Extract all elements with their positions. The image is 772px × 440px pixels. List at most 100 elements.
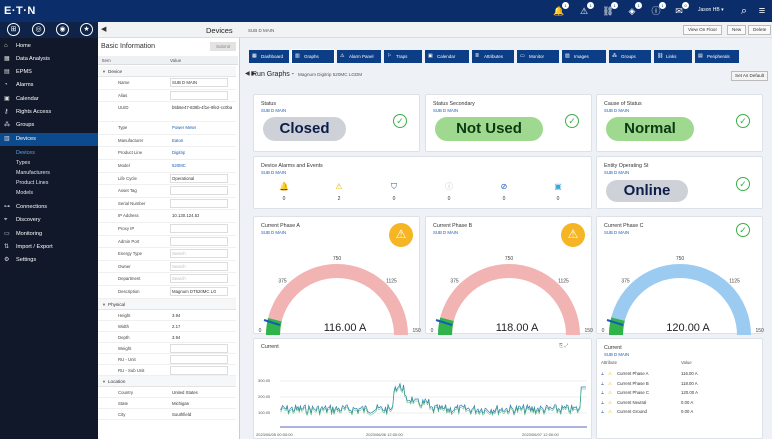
- menu-icon[interactable]: ≡: [758, 5, 766, 17]
- tab-monitor[interactable]: ▭ Monitor: [517, 50, 559, 63]
- value-field[interactable]: [170, 274, 228, 284]
- warning-icon: ⚠: [608, 409, 612, 414]
- value-field[interactable]: [170, 90, 228, 100]
- link-icon[interactable]: ⛓ 1: [601, 2, 618, 18]
- nav-connections[interactable]: ⊶ Connections: [0, 201, 98, 214]
- gauge-needle: [435, 319, 453, 326]
- info-icon[interactable]: ⓘ 1: [649, 2, 666, 18]
- tab-groups[interactable]: ⁂ Groups: [609, 50, 651, 63]
- attribute-row[interactable]: ⟂ ⚠ Current Phase C 120.00 A: [597, 388, 757, 397]
- apps-icon[interactable]: ⊞: [7, 23, 20, 36]
- view-on-floor-button[interactable]: View On Floor: [683, 25, 723, 35]
- dashboard-icon[interactable]: ◉: [56, 23, 69, 36]
- nav-data-analysis[interactable]: ▦ Data Analysis: [0, 53, 98, 66]
- submit-button[interactable]: Submit: [210, 42, 236, 51]
- value-field[interactable]: [170, 261, 228, 271]
- warning-icon[interactable]: ⚠ 1: [577, 2, 594, 18]
- gauge-needle: [263, 319, 281, 326]
- nav-import-export[interactable]: ⇅ Import / Export: [0, 241, 98, 254]
- value-field[interactable]: [170, 198, 228, 208]
- critical-alarm[interactable]: 🔔 0: [274, 182, 294, 202]
- subnav-manufacturers[interactable]: Manufacturers: [16, 170, 50, 176]
- col-value: Value: [170, 58, 182, 63]
- subnav-product-lines[interactable]: Product Lines: [16, 180, 49, 186]
- new-button[interactable]: New: [727, 25, 747, 35]
- nav-discovery[interactable]: ⌖ Discovery: [0, 214, 98, 227]
- set-as-default-button[interactable]: Set As Default: [731, 71, 769, 81]
- mail-icon[interactable]: ✉ 0: [672, 2, 689, 18]
- attribute-row[interactable]: ⟂ ⚠ Current Phase A 116.00 A: [597, 369, 757, 378]
- globe-icon[interactable]: ◎: [32, 23, 45, 36]
- search-icon[interactable]: ⌕: [740, 5, 748, 17]
- star-icon[interactable]: ★: [80, 23, 93, 36]
- info-row: City Southfield: [98, 409, 236, 420]
- nav-monitoring[interactable]: ▭ Monitoring: [0, 228, 98, 241]
- badge-count: 1: [635, 2, 642, 9]
- subnav-types[interactable]: Types: [16, 160, 31, 166]
- nav-home[interactable]: ⌂ Home: [0, 40, 98, 53]
- info-row: Proxy IP: [98, 223, 236, 236]
- value-field[interactable]: [170, 173, 228, 183]
- tab-links[interactable]: ⛓ Links: [654, 50, 692, 63]
- group-header[interactable]: ▼ Location: [98, 375, 236, 387]
- value-field[interactable]: [170, 78, 228, 87]
- tab-alarm-panel[interactable]: ⚠ Alarm Panel: [337, 50, 381, 63]
- value-field[interactable]: [170, 343, 228, 353]
- nav-devices[interactable]: ▥ Devices: [0, 133, 98, 146]
- value-field[interactable]: [170, 365, 228, 375]
- gauge-value: 116.00 A: [324, 322, 367, 334]
- nav-settings[interactable]: ⚙ Settings: [0, 254, 98, 267]
- nav-groups[interactable]: ⁂ Groups: [0, 119, 98, 132]
- nav-calendar[interactable]: ▣ Calendar: [0, 93, 98, 106]
- value-field[interactable]: [170, 287, 228, 296]
- tab-calendar[interactable]: ▣ Calendar: [425, 50, 469, 63]
- gauge-phase-c: 0 375 750 1125 1500 120.00 A: [602, 256, 764, 335]
- value-field[interactable]: [170, 224, 228, 233]
- tab-peripherals[interactable]: ▤ Peripherals: [695, 50, 739, 63]
- event-alarm[interactable]: ▣ 0: [548, 182, 568, 202]
- group-header[interactable]: ▼ Physical: [98, 298, 236, 310]
- row-value: Michigan: [172, 400, 190, 406]
- nav-rights-access[interactable]: ⚷ Rights Access: [0, 106, 98, 119]
- alarm-bell-icon[interactable]: 🔔 1: [552, 2, 569, 18]
- tab-graphs[interactable]: ▥ Graphs: [291, 49, 335, 64]
- subnav-devices[interactable]: Devices: [16, 150, 35, 156]
- info-alarm[interactable]: ⓘ 0: [439, 182, 459, 202]
- value-field[interactable]: [170, 354, 228, 364]
- tab-traps[interactable]: ⚐ Traps: [384, 50, 422, 63]
- tab-label: Images: [574, 54, 589, 59]
- value-field[interactable]: [170, 236, 228, 246]
- warning-alarm[interactable]: ⚠ 2: [329, 182, 349, 202]
- user-menu[interactable]: Jason HB ▾: [698, 7, 724, 13]
- gauge-tick: 1500: [584, 328, 593, 334]
- disabled-alarm[interactable]: ⊘ 0: [494, 182, 514, 202]
- group-header[interactable]: ▼ Device: [98, 66, 236, 77]
- subnav-models[interactable]: Models: [16, 190, 34, 196]
- tab-dashboard[interactable]: ▦ Dashboard: [249, 50, 289, 63]
- value-field[interactable]: [170, 186, 228, 196]
- gauge-needle: [606, 319, 624, 326]
- back-icon[interactable]: ◀: [101, 26, 107, 33]
- trend-series-2: [279, 384, 586, 417]
- tab-images[interactable]: ▨ Images: [562, 50, 606, 63]
- attribute-row[interactable]: ⟂ ⚠ Current Ground 0.00 A: [597, 407, 757, 416]
- gauge-tick: 375: [621, 279, 630, 285]
- value-field[interactable]: [170, 249, 228, 259]
- key-icon: ⚷: [4, 109, 9, 115]
- row-label: RU - Sub Unit: [118, 367, 145, 373]
- nav-alarms[interactable]: ◔ Alarms: [0, 79, 98, 92]
- run-graphs-nav-icon[interactable]: ◀ ▶: [245, 71, 256, 77]
- row-value: Search: [172, 276, 186, 282]
- tag-icon[interactable]: ◈ 1: [625, 2, 642, 18]
- attribute-row[interactable]: ⟂ ⚠ Current Phase B 118.00 A: [597, 379, 757, 388]
- shield-alarm[interactable]: ⛉ 0: [384, 182, 404, 202]
- attribute-row[interactable]: ⟂ ⚠ Current Neutral 0.00 A: [597, 398, 757, 407]
- card-subtitle: SUB D MAIN: [261, 108, 287, 113]
- delete-button[interactable]: Delete: [748, 25, 772, 35]
- warning-icon: ⚠: [608, 371, 612, 376]
- attribute-name: Current Phase C: [617, 390, 650, 395]
- chart-tools-icon[interactable]: ⎘ ⤢: [559, 343, 569, 349]
- nav-epms[interactable]: ▤ EPMS: [0, 66, 98, 79]
- tab-attributes[interactable]: ≣ Attributes: [472, 50, 514, 63]
- row-label: Proxy IP: [118, 226, 135, 231]
